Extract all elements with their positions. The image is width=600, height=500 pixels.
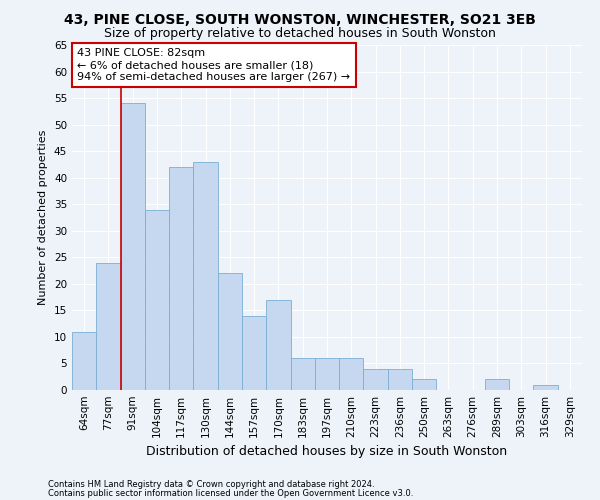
Bar — [193, 162, 218, 390]
Bar — [169, 167, 193, 390]
Bar — [145, 210, 169, 390]
Text: Size of property relative to detached houses in South Wonston: Size of property relative to detached ho… — [104, 28, 496, 40]
Bar — [339, 358, 364, 390]
Text: Contains public sector information licensed under the Open Government Licence v3: Contains public sector information licen… — [48, 488, 413, 498]
Bar — [290, 358, 315, 390]
Bar — [388, 369, 412, 390]
Bar — [121, 104, 145, 390]
Bar — [485, 380, 509, 390]
Text: 43 PINE CLOSE: 82sqm
← 6% of detached houses are smaller (18)
94% of semi-detach: 43 PINE CLOSE: 82sqm ← 6% of detached ho… — [77, 48, 350, 82]
Text: Contains HM Land Registry data © Crown copyright and database right 2024.: Contains HM Land Registry data © Crown c… — [48, 480, 374, 489]
Bar — [242, 316, 266, 390]
Bar — [72, 332, 96, 390]
Y-axis label: Number of detached properties: Number of detached properties — [38, 130, 49, 305]
Bar — [533, 384, 558, 390]
Bar — [266, 300, 290, 390]
X-axis label: Distribution of detached houses by size in South Wonston: Distribution of detached houses by size … — [146, 446, 508, 458]
Bar — [412, 380, 436, 390]
Bar — [315, 358, 339, 390]
Text: 43, PINE CLOSE, SOUTH WONSTON, WINCHESTER, SO21 3EB: 43, PINE CLOSE, SOUTH WONSTON, WINCHESTE… — [64, 12, 536, 26]
Bar — [96, 262, 121, 390]
Bar — [218, 273, 242, 390]
Bar — [364, 369, 388, 390]
